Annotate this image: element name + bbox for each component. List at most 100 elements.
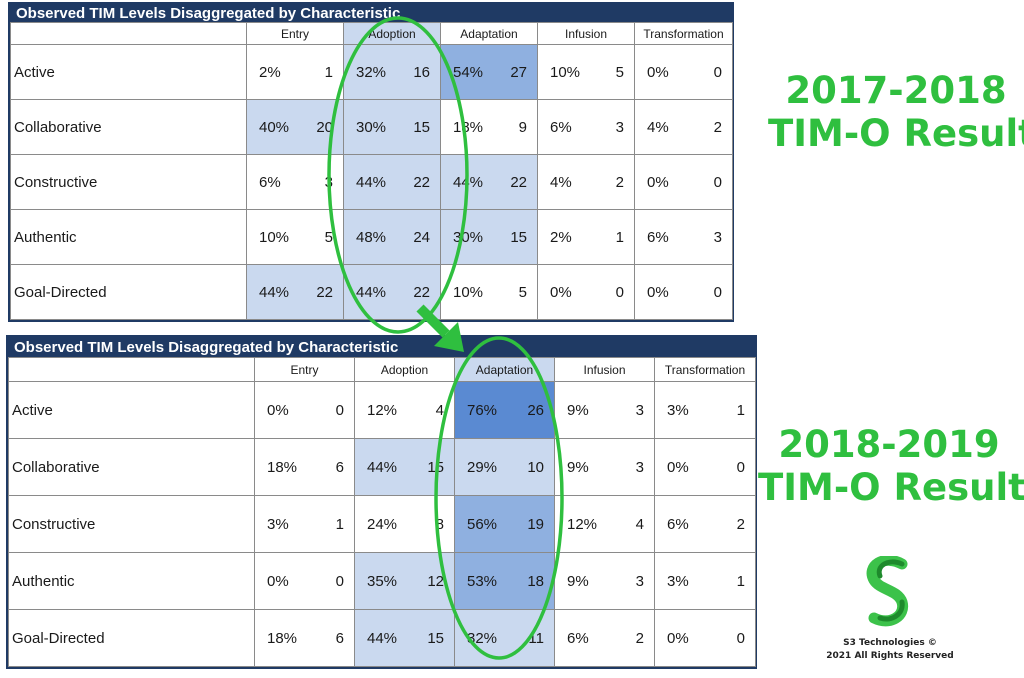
cell-count: 24	[413, 228, 430, 246]
cell-count: 3	[635, 572, 644, 590]
data-cell: 12% 4	[354, 381, 455, 439]
cell-percent: 30%	[356, 118, 387, 136]
data-cell: 32% 16	[343, 44, 441, 100]
cell-percent: 4%	[647, 118, 669, 136]
data-cell: 44% 15	[354, 609, 455, 667]
cell-percent: 44%	[356, 173, 387, 191]
cell-count: 6	[335, 458, 344, 476]
cell-count: 16	[413, 63, 430, 81]
data-cell: 44% 22	[440, 154, 538, 210]
cell-percent: 6%	[550, 118, 572, 136]
cell-percent: 12%	[567, 515, 598, 533]
tim-table-2018-2019: Observed TIM Levels Disaggregated by Cha…	[6, 335, 757, 669]
cell-count: 0	[713, 63, 722, 81]
table-row: Constructive 6% 3 44% 22 44% 22 4% 2 0% 0	[10, 154, 733, 210]
cell-percent: 56%	[467, 515, 498, 533]
cell-percent: 9%	[567, 401, 589, 419]
cell-count: 20	[316, 118, 333, 136]
data-cell: 0% 0	[654, 438, 756, 496]
cell-percent: 44%	[367, 629, 398, 647]
cell-percent: 2%	[259, 63, 281, 81]
logo-company: S3 Technologies ©	[843, 638, 937, 648]
row-label: Collaborative	[8, 438, 255, 496]
cell-count: 0	[713, 283, 722, 301]
header-corner	[10, 22, 247, 45]
header-transformation: Transformation	[654, 357, 756, 382]
cell-percent: 2%	[550, 228, 572, 246]
cell-percent: 12%	[367, 401, 398, 419]
cell-count: 3	[635, 401, 644, 419]
data-cell: 30% 15	[440, 209, 538, 265]
cell-percent: 40%	[259, 118, 290, 136]
cell-count: 22	[510, 173, 527, 191]
cell-count: 22	[413, 283, 430, 301]
data-cell: 18% 9	[440, 99, 538, 155]
header-row: Entry Adoption Adaptation Infusion Trans…	[10, 22, 733, 45]
cell-percent: 0%	[550, 283, 572, 301]
cell-count: 15	[427, 458, 444, 476]
data-cell: 32% 11	[454, 609, 555, 667]
row-label: Active	[8, 381, 255, 439]
cell-percent: 0%	[647, 173, 669, 191]
data-cell: 0% 0	[634, 44, 733, 100]
cell-percent: 53%	[467, 572, 498, 590]
header-corner	[8, 357, 255, 382]
cell-percent: 6%	[667, 515, 689, 533]
cell-count: 22	[413, 173, 430, 191]
cell-percent: 3%	[267, 515, 289, 533]
logo-rights: 2021 All Rights Reserved	[826, 651, 954, 661]
cell-count: 11	[528, 629, 544, 647]
data-cell: 40% 20	[246, 99, 344, 155]
data-cell: 10% 5	[537, 44, 635, 100]
cell-percent: 48%	[356, 228, 387, 246]
data-cell: 0% 0	[634, 264, 733, 320]
table-row: Authentic 10% 5 48% 24 30% 15 2% 1 6% 3	[10, 209, 733, 265]
cell-count: 15	[427, 629, 444, 647]
caption-label: TIM-O Results	[758, 465, 1024, 509]
data-cell: 44% 22	[343, 264, 441, 320]
data-cell: 54% 27	[440, 44, 538, 100]
caption-2018-2019: 2018-2019 TIM-O Results	[758, 423, 1024, 509]
row-label: Constructive	[10, 154, 247, 210]
cell-count: 22	[316, 283, 333, 301]
cell-percent: 6%	[647, 228, 669, 246]
cell-percent: 3%	[667, 401, 689, 419]
cell-percent: 76%	[467, 401, 498, 419]
row-label: Authentic	[8, 552, 255, 610]
cell-percent: 54%	[453, 63, 484, 81]
table-title: Observed TIM Levels Disaggregated by Cha…	[8, 337, 755, 357]
data-cell: 2% 1	[246, 44, 344, 100]
cell-count: 10	[527, 458, 544, 476]
data-cell: 30% 15	[343, 99, 441, 155]
cell-percent: 0%	[267, 401, 289, 419]
data-cell: 35% 12	[354, 552, 455, 610]
cell-percent: 44%	[356, 283, 387, 301]
data-cell: 76% 26	[454, 381, 555, 439]
cell-percent: 24%	[367, 515, 398, 533]
data-cell: 10% 5	[246, 209, 344, 265]
data-cell: 44% 22	[246, 264, 344, 320]
caption-2017-2018: 2017-2018 TIM-O Results	[768, 69, 1024, 155]
cell-count: 0	[736, 629, 745, 647]
row-label: Goal-Directed	[8, 609, 255, 667]
cell-count: 12	[427, 572, 444, 590]
cell-count: 27	[510, 63, 527, 81]
cell-count: 3	[635, 458, 644, 476]
cell-count: 0	[713, 173, 722, 191]
header-infusion: Infusion	[554, 357, 655, 382]
caption-label: TIM-O Results	[768, 111, 1024, 155]
cell-percent: 9%	[567, 572, 589, 590]
data-cell: 9% 3	[554, 438, 655, 496]
cell-count: 5	[518, 283, 527, 301]
cell-count: 15	[413, 118, 430, 136]
data-cell: 24% 8	[354, 495, 455, 553]
s3-logo-icon	[866, 556, 909, 627]
table-row: Collaborative 40% 20 30% 15 18% 9 6% 3 4% 2	[10, 99, 733, 155]
cell-count: 1	[335, 515, 344, 533]
data-cell: 6% 3	[246, 154, 344, 210]
caption-year: 2018-2019	[778, 423, 1000, 466]
cell-percent: 3%	[667, 572, 689, 590]
header-transformation: Transformation	[634, 22, 733, 45]
cell-percent: 9%	[567, 458, 589, 476]
cell-count: 2	[635, 629, 644, 647]
